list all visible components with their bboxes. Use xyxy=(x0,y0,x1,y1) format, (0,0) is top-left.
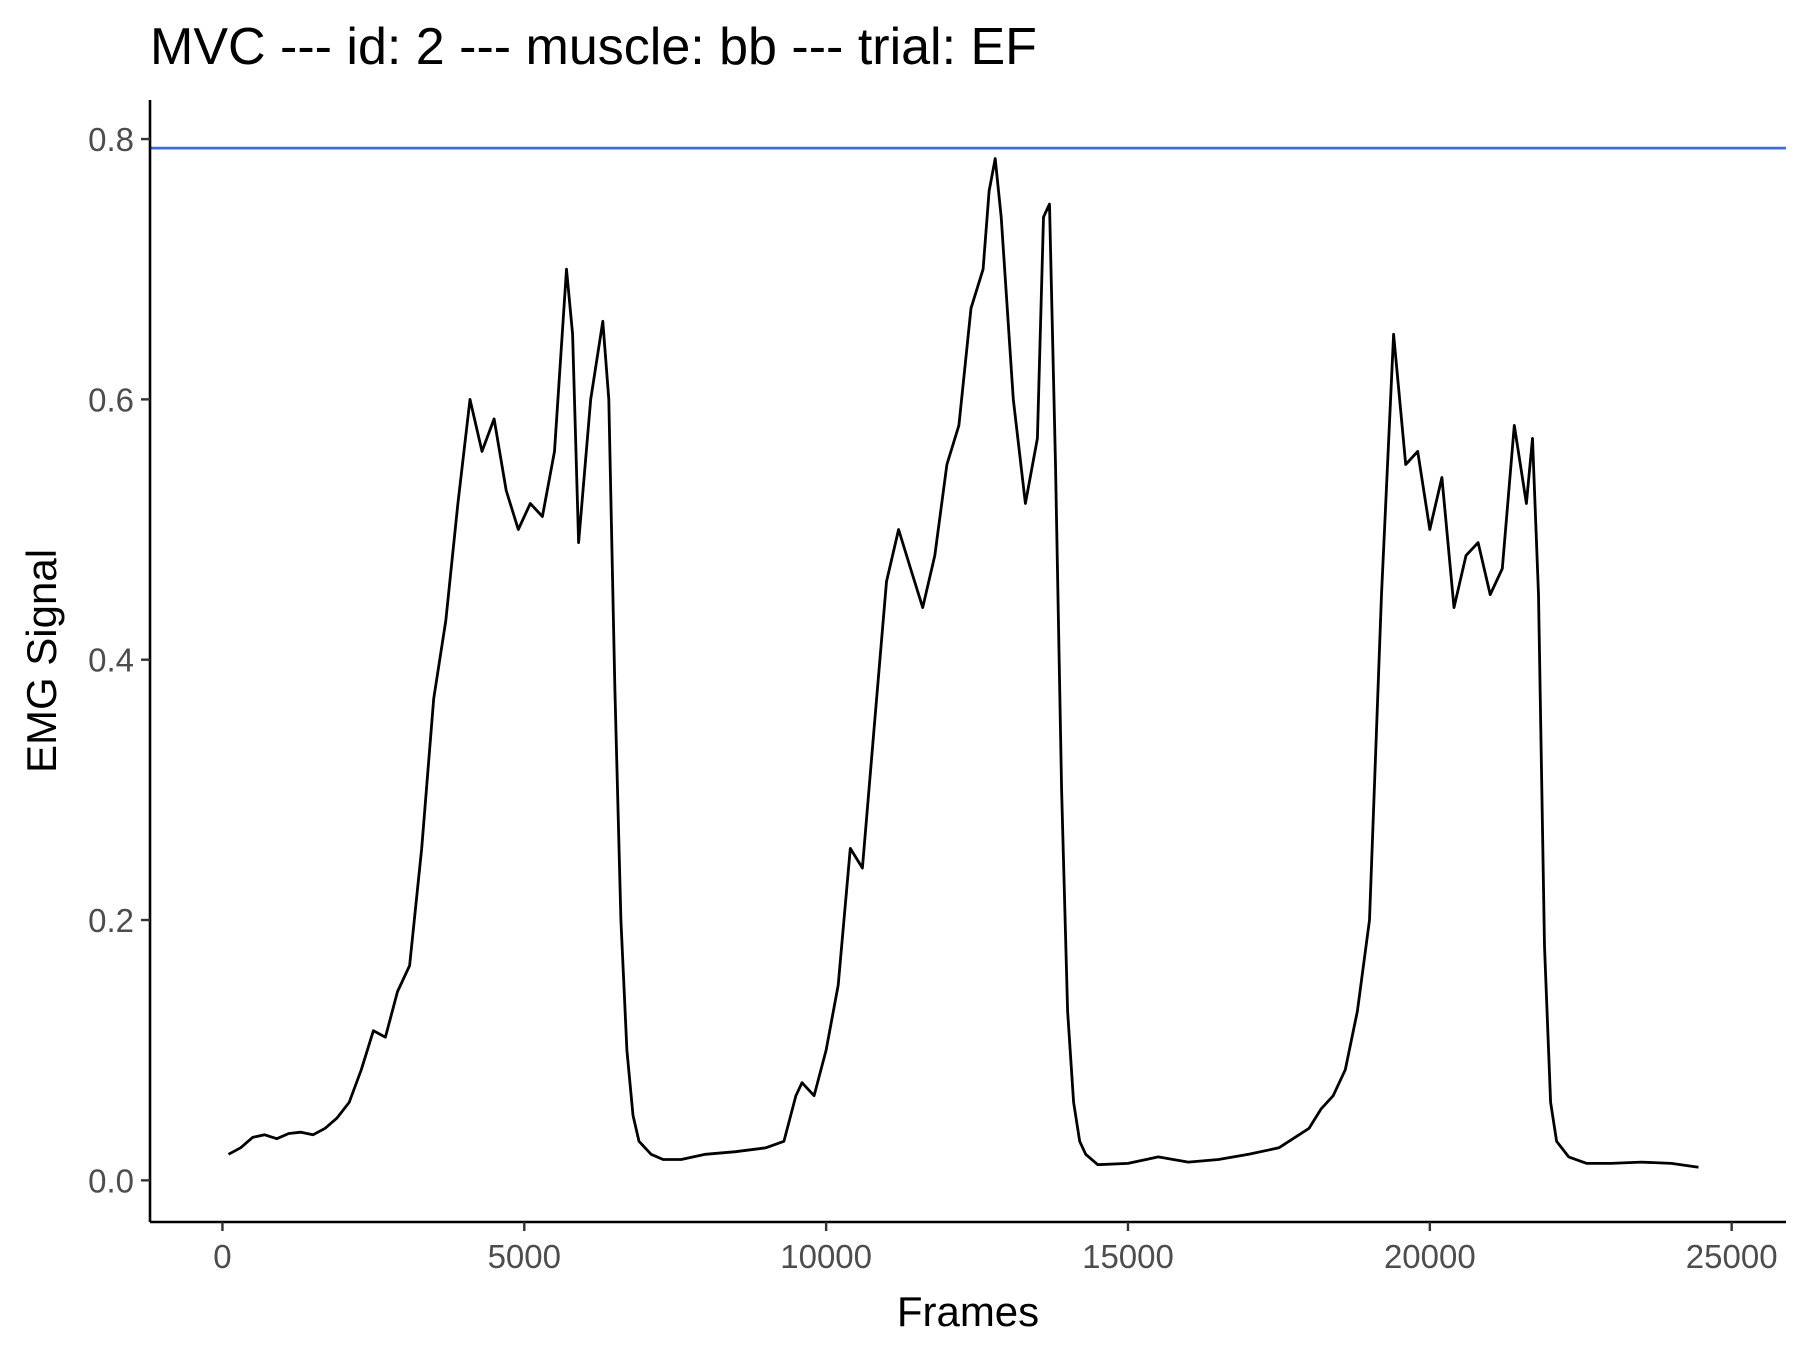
x-tick-label: 10000 xyxy=(780,1238,872,1275)
x-axis-ticks: 0 5000 10000 15000 20000 25000 xyxy=(213,1222,1778,1275)
y-tick-label: 0.2 xyxy=(88,902,134,939)
x-tick-label: 0 xyxy=(213,1238,231,1275)
x-axis-title: Frames xyxy=(897,1288,1039,1335)
axes: 0.0 0.2 0.4 0.6 0.8 0 5000 10000 15000 20000 2500… xyxy=(88,100,1786,1275)
chart-title: MVC --- id: 2 --- muscle: bb --- trial: … xyxy=(150,18,1037,76)
emg-series-line xyxy=(227,157,1699,1169)
x-tick-label: 15000 xyxy=(1082,1238,1174,1275)
x-tick-label: 20000 xyxy=(1384,1238,1476,1275)
y-tick-label: 0.6 xyxy=(88,381,134,418)
x-tick-label: 25000 xyxy=(1686,1238,1778,1275)
y-axis-ticks: 0.0 0.2 0.4 0.6 0.8 xyxy=(88,121,150,1199)
y-tick-label: 0.8 xyxy=(88,121,134,158)
y-axis-title: EMG Signal xyxy=(18,549,65,773)
x-tick-label: 5000 xyxy=(488,1238,561,1275)
plot-area xyxy=(150,146,1786,1169)
y-tick-label: 0.4 xyxy=(88,642,134,679)
y-tick-label: 0.0 xyxy=(88,1162,134,1199)
